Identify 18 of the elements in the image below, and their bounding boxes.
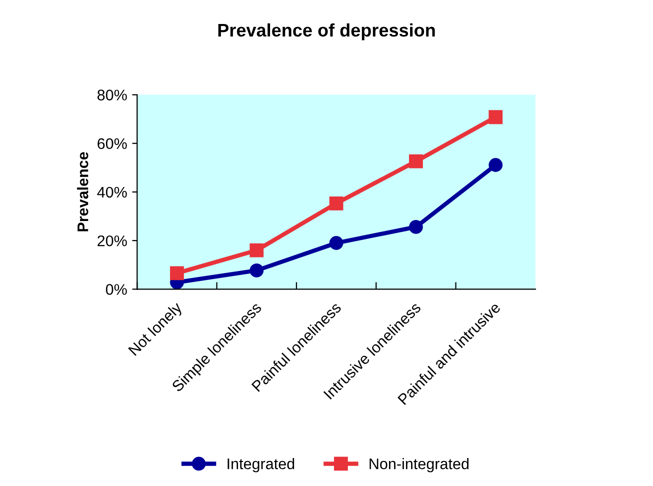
point bbox=[409, 220, 423, 234]
y-tick-label: 0% bbox=[106, 284, 127, 295]
y-tick-label: 20% bbox=[98, 235, 127, 246]
legend-label: Non-integrated bbox=[370, 458, 469, 472]
point bbox=[329, 196, 344, 210]
chart-title: Prevalence of depression bbox=[218, 23, 435, 40]
point bbox=[329, 236, 344, 250]
legend-label: Integrated bbox=[228, 458, 294, 472]
point bbox=[409, 154, 423, 168]
y-tick-label: 80% bbox=[97, 90, 127, 100]
point bbox=[488, 158, 503, 172]
point bbox=[170, 266, 184, 280]
y-axis-title: Prevalence bbox=[77, 152, 88, 232]
y-tick-label: 60% bbox=[98, 138, 127, 150]
point bbox=[250, 264, 264, 278]
y-tick-label: 40% bbox=[97, 186, 127, 198]
point bbox=[488, 110, 503, 124]
point bbox=[250, 243, 264, 258]
